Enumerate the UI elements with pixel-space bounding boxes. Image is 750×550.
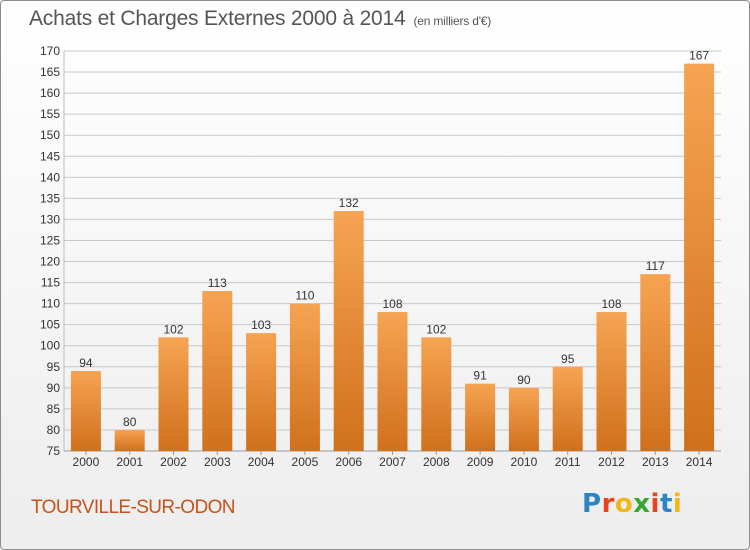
bars (70, 63, 715, 451)
x-tick-label-2005: 2005 (292, 455, 319, 469)
chart-subtitle: (en milliers d'€) (413, 14, 492, 28)
x-tick-label-2014: 2014 (686, 455, 713, 469)
commune-name: TOURVILLE-SUR-ODON (31, 497, 235, 518)
data-label-2013: 117 (646, 259, 665, 273)
data-label-2006: 132 (339, 196, 359, 210)
x-tick-label-2011: 2011 (555, 455, 581, 469)
y-tick-label: 125 (40, 233, 60, 247)
x-tick-label-2010: 2010 (511, 455, 538, 469)
data-label-2012: 108 (601, 297, 621, 311)
logo-letter: P (582, 489, 602, 519)
bar-2004 (246, 333, 277, 451)
bar-2011 (552, 366, 583, 451)
logo-letter: i (650, 489, 660, 519)
y-tick-label: 115 (41, 276, 60, 290)
y-tick-label: 120 (40, 255, 60, 269)
data-label-2003: 113 (208, 276, 227, 290)
y-tick-label: 170 (40, 44, 60, 58)
data-label-2008: 102 (426, 322, 446, 336)
bar-2010 (508, 387, 539, 451)
data-label-2000: 94 (79, 356, 93, 370)
bar-2005 (289, 303, 320, 451)
x-tick-label-2001: 2001 (116, 455, 143, 469)
data-label-2011: 95 (561, 352, 575, 366)
logo-letter: i (672, 489, 683, 519)
data-label-2010: 90 (517, 373, 531, 387)
data-label-2004: 103 (251, 318, 271, 332)
y-tick-label: 165 (40, 65, 60, 79)
y-tick-label: 95 (47, 360, 61, 374)
bar-2009 (465, 383, 496, 451)
y-tick-label: 130 (40, 212, 60, 226)
data-labels: 94 80 102 113 103 110 132 108 102 91 90 95 108 117 167 (79, 49, 709, 429)
bar-2013 (640, 274, 671, 451)
chart-title: Achats et Charges Externes 2000 à 2014 (e… (29, 7, 491, 31)
y-tick-label: 100 (40, 339, 60, 353)
logo-letter: r (601, 489, 615, 519)
y-tick-label: 105 (40, 318, 60, 332)
y-tick-label: 110 (41, 297, 60, 311)
x-tick-label-2006: 2006 (335, 455, 362, 469)
y-tick-label: 145 (40, 149, 60, 163)
x-tick-label-2013: 2013 (642, 455, 669, 469)
y-tick-label: 85 (47, 402, 61, 416)
title-text: Achats et Charges Externes 2000 à 2014 (29, 7, 406, 30)
logo-letter: t (659, 489, 673, 519)
x-axis-ticks: 2000 2001 2002 2003 2004 2005 2006 2007 2008 2009… (73, 451, 713, 469)
x-tick-label-2004: 2004 (248, 455, 275, 469)
y-tick-label: 80 (47, 423, 61, 437)
y-tick-label: 160 (40, 86, 60, 100)
data-label-2005: 110 (295, 289, 314, 303)
y-tick-label: 140 (40, 170, 60, 184)
data-label-2009: 91 (473, 369, 487, 383)
x-tick-label-2012: 2012 (598, 455, 625, 469)
bar-2012 (596, 312, 627, 451)
data-label-2001: 80 (123, 415, 137, 429)
bar-2007 (377, 312, 408, 451)
data-label-2014: 167 (689, 49, 709, 63)
bar-2001 (114, 429, 145, 451)
data-label-2002: 102 (163, 322, 183, 336)
bar-2006 (333, 211, 364, 451)
bar-2000 (70, 371, 101, 451)
bar-2008 (421, 337, 452, 451)
y-tick-label: 75 (47, 444, 61, 458)
x-tick-label-2009: 2009 (467, 455, 494, 469)
logo-letter: o (614, 489, 634, 519)
data-label-2007: 108 (382, 297, 402, 311)
bar-2014 (684, 63, 715, 451)
bar-2003 (202, 291, 233, 451)
proxiti-logo[interactable]: Proxiti (582, 489, 682, 519)
y-axis-ticks: 75 80 85 90 95 100 105 110 115 120 125 130 135 140 145… (40, 44, 60, 458)
y-tick-label: 135 (40, 191, 60, 205)
x-tick-label-2000: 2000 (73, 455, 100, 469)
x-tick-label-2002: 2002 (160, 455, 187, 469)
x-tick-label-2007: 2007 (379, 455, 406, 469)
bar-2002 (158, 337, 189, 451)
y-tick-label: 90 (47, 381, 61, 395)
logo-letter: x (633, 489, 651, 519)
y-tick-label: 150 (40, 128, 60, 142)
x-tick-label-2008: 2008 (423, 455, 450, 469)
y-tick-label: 155 (40, 107, 60, 121)
x-tick-label-2003: 2003 (204, 455, 231, 469)
